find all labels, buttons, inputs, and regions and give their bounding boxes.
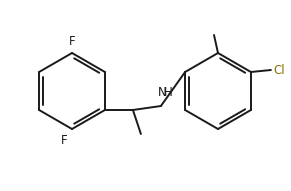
Text: F: F: [61, 134, 68, 147]
Text: N: N: [157, 86, 166, 99]
Text: H: H: [164, 86, 172, 99]
Text: F: F: [69, 35, 75, 48]
Text: Cl: Cl: [273, 63, 285, 77]
